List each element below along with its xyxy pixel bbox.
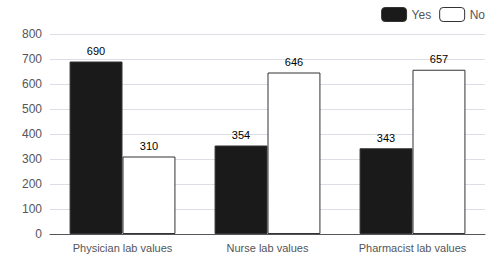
svg-text:0: 0 bbox=[35, 227, 42, 241]
svg-text:343: 343 bbox=[377, 132, 395, 144]
svg-text:657: 657 bbox=[430, 53, 448, 65]
svg-text:100: 100 bbox=[22, 202, 42, 216]
svg-text:310: 310 bbox=[140, 140, 158, 152]
svg-text:600: 600 bbox=[22, 77, 42, 91]
svg-text:690: 690 bbox=[87, 45, 105, 57]
svg-text:646: 646 bbox=[285, 56, 303, 68]
svg-text:354: 354 bbox=[232, 129, 250, 141]
svg-text:No: No bbox=[470, 8, 486, 22]
svg-text:300: 300 bbox=[22, 152, 42, 166]
svg-text:200: 200 bbox=[22, 177, 42, 191]
svg-text:500: 500 bbox=[22, 102, 42, 116]
svg-text:800: 800 bbox=[22, 27, 42, 41]
svg-text:700: 700 bbox=[22, 52, 42, 66]
svg-text:Nurse lab values: Nurse lab values bbox=[227, 242, 309, 254]
svg-text:Yes: Yes bbox=[412, 8, 432, 22]
svg-text:Physician lab values: Physician lab values bbox=[73, 242, 173, 254]
svg-text:400: 400 bbox=[22, 127, 42, 141]
svg-text:Pharmacist lab values: Pharmacist lab values bbox=[359, 242, 467, 254]
